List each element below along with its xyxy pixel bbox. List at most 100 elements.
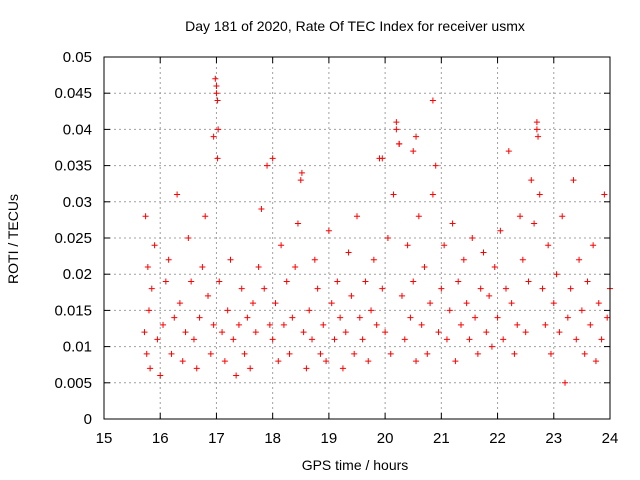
y-axis-label: ROTI / TECUs [5, 194, 21, 284]
data-point [432, 162, 439, 169]
y-tick-label: 0.02 [63, 266, 92, 283]
x-tick-label: 15 [96, 430, 113, 447]
data-point [455, 278, 462, 285]
data-point [446, 307, 453, 314]
data-point [441, 242, 448, 249]
data-point [190, 336, 197, 343]
data-point [474, 350, 481, 357]
data-point [514, 321, 521, 328]
data-point [486, 292, 493, 299]
data-point [249, 300, 256, 307]
data-point [354, 213, 360, 220]
data-point [595, 300, 602, 307]
data-point [553, 271, 560, 278]
data-point [525, 278, 532, 285]
x-tick-label: 18 [264, 430, 281, 447]
data-point [421, 263, 428, 270]
data-point [449, 220, 456, 227]
data-point [227, 256, 234, 263]
chart-title: Day 181 of 2020, Rate Of TEC Index for r… [185, 18, 525, 34]
data-point [424, 350, 431, 357]
data-point [264, 162, 271, 169]
data-point [351, 350, 358, 357]
data-point [339, 365, 346, 372]
data-point [311, 256, 318, 263]
data-point [331, 336, 338, 343]
data-point [238, 285, 245, 292]
data-point [362, 278, 369, 285]
data-point [224, 307, 231, 314]
data-point [368, 307, 375, 314]
x-tick-label: 19 [321, 430, 338, 447]
data-point [545, 242, 552, 249]
data-point [407, 314, 414, 321]
data-point [235, 321, 242, 328]
data-point [472, 314, 479, 321]
data-point [202, 213, 209, 220]
data-point [494, 314, 501, 321]
data-point [233, 372, 240, 379]
data-point [539, 285, 546, 292]
y-tick-label: 0.015 [54, 302, 92, 319]
data-point [581, 350, 588, 357]
data-point [314, 285, 321, 292]
grid-lines [104, 57, 610, 419]
data-point [547, 350, 554, 357]
data-point [415, 213, 422, 220]
data-point [390, 191, 397, 198]
data-point [359, 336, 366, 343]
data-point [210, 321, 217, 328]
data-point [303, 365, 310, 372]
data-point [570, 177, 577, 184]
data-point [469, 235, 476, 241]
data-point [162, 278, 169, 285]
data-point [174, 191, 181, 198]
data-point [418, 321, 425, 328]
y-tick-label: 0.01 [63, 339, 92, 356]
data-point [300, 329, 307, 336]
data-point [531, 220, 538, 227]
data-point [275, 358, 282, 365]
data-point [292, 263, 299, 270]
data-point [294, 220, 301, 227]
data-point [334, 278, 341, 285]
data-point [320, 321, 327, 328]
data-point [567, 285, 574, 292]
y-tick-label: 0.05 [63, 49, 92, 66]
data-point [370, 256, 377, 263]
data-point [427, 300, 434, 307]
data-points [141, 75, 613, 386]
data-point [160, 321, 167, 328]
data-point [214, 155, 221, 162]
data-point [215, 126, 222, 133]
data-point [317, 350, 324, 357]
data-point [401, 336, 408, 343]
data-point [141, 329, 148, 336]
data-point [452, 358, 459, 365]
data-point [266, 321, 273, 328]
data-point [463, 300, 470, 307]
data-point [269, 155, 276, 162]
y-tick-label: 0.045 [54, 85, 92, 102]
data-point [576, 256, 583, 263]
data-point [193, 365, 200, 372]
data-point [283, 278, 290, 285]
data-point [213, 90, 220, 97]
data-point [393, 119, 400, 126]
data-point [429, 97, 436, 104]
data-point [210, 133, 217, 140]
y-tick-label: 0.005 [54, 375, 92, 392]
data-point [306, 307, 313, 314]
data-point [536, 191, 543, 198]
data-point [404, 242, 411, 249]
data-point [157, 372, 164, 379]
data-point [384, 235, 391, 241]
data-point [517, 213, 524, 220]
data-point [199, 263, 206, 270]
x-tick-label: 22 [489, 430, 506, 447]
data-point [286, 350, 293, 357]
data-point [542, 321, 549, 328]
data-point [269, 336, 276, 343]
data-point [556, 329, 563, 336]
data-point [460, 256, 467, 263]
